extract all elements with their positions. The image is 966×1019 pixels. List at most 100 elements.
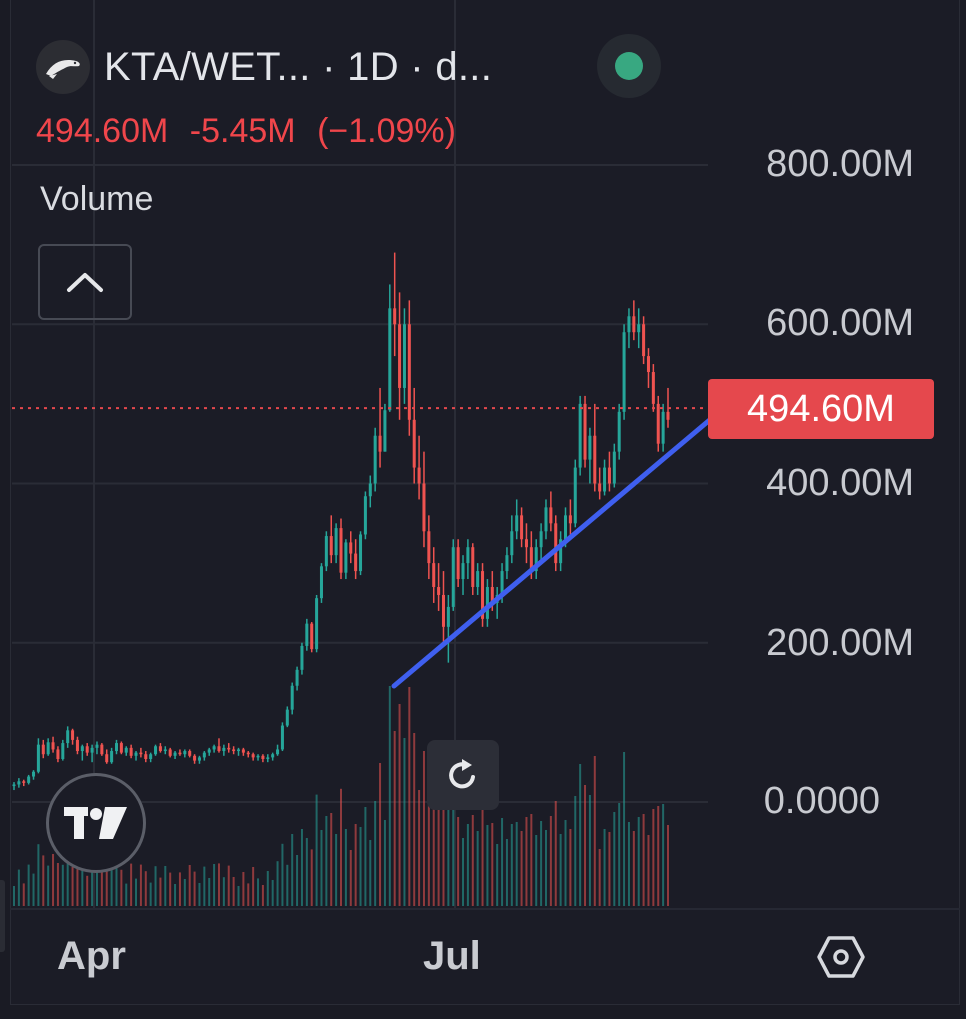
market-status-icon[interactable] [597, 34, 661, 98]
collapse-legend-button[interactable] [38, 244, 132, 320]
candle-body [334, 528, 338, 556]
volume-bar [305, 838, 308, 906]
volume-bar [520, 831, 523, 906]
chart-panel[interactable] [10, 0, 960, 1005]
candle-body [144, 754, 148, 760]
candle-body [193, 755, 197, 761]
settings-hexagon-icon [817, 936, 865, 978]
volume-bar [579, 764, 582, 906]
volume-bar [71, 867, 74, 906]
candle-body [90, 747, 94, 753]
candle-body [505, 555, 509, 572]
candle-body [593, 435, 597, 484]
volume-bar [276, 861, 279, 906]
volume-bar [530, 814, 533, 906]
volume-bar [349, 850, 352, 906]
candle-body [232, 749, 236, 752]
candle-body [422, 483, 426, 532]
candle-body [168, 749, 172, 756]
reset-chart-button[interactable] [427, 740, 499, 810]
volume-bar [203, 866, 206, 906]
volume-bar [310, 849, 313, 906]
candle-body [319, 566, 323, 599]
volume-bar [544, 830, 547, 906]
trendline[interactable] [391, 415, 715, 689]
volume-bar [257, 878, 260, 906]
volume-bar [393, 731, 396, 906]
volume-bar [569, 829, 572, 906]
side-drawer-handle[interactable] [0, 880, 5, 952]
candle-body [22, 781, 26, 783]
x-tick-label: Jul [423, 934, 481, 978]
volume-bar [344, 829, 347, 906]
last-price-tag: 494.60M [708, 379, 934, 439]
candle-body [266, 757, 270, 760]
candle-body [398, 324, 402, 388]
volume-bar [554, 801, 557, 906]
candle-body [510, 531, 514, 556]
candle-body [310, 623, 314, 650]
volume-bar [335, 834, 338, 906]
volume-bar [42, 855, 45, 906]
volume-bar [247, 883, 250, 906]
volume-bar [22, 883, 25, 906]
candle-body [212, 746, 216, 750]
candle-body [588, 435, 592, 460]
candle-body [110, 751, 114, 763]
candle-body [539, 531, 543, 548]
volume-bar [574, 796, 577, 906]
volume-bar [584, 785, 587, 906]
candle-body [378, 435, 382, 452]
candle-body [412, 419, 416, 468]
volume-bar [227, 865, 230, 906]
volume-bar [81, 862, 84, 906]
candle-body [51, 742, 55, 750]
volume-bar [178, 872, 181, 906]
volume-bar [76, 850, 79, 906]
candle-body [315, 598, 319, 650]
volume-bar [213, 864, 216, 906]
candle-body [139, 752, 143, 755]
volume-bar [188, 865, 191, 906]
candle-body [119, 743, 123, 753]
candle-body [666, 411, 670, 420]
volume-bar [169, 872, 172, 906]
candle-body [388, 308, 392, 411]
candle-body [373, 435, 377, 484]
legend-header[interactable]: KTA/WET... · 1D · d... [36, 40, 492, 94]
volume-bar [17, 869, 20, 906]
candle-body [490, 587, 494, 603]
volume-bar [266, 871, 269, 906]
candle-body [46, 742, 50, 755]
volume-bar [154, 866, 157, 906]
volume-bar [261, 885, 264, 906]
candle-body [100, 744, 104, 755]
candle-body [583, 403, 587, 460]
change-percent: (−1.09%) [317, 112, 456, 150]
volume-bar [135, 878, 138, 906]
volume-bar [598, 849, 601, 906]
candle-body [241, 749, 245, 753]
candle-body [354, 553, 358, 572]
candle-body [451, 547, 455, 607]
candle-body [217, 746, 221, 752]
candle-body [627, 316, 631, 333]
candle-body [197, 757, 201, 761]
chevron-up-icon [67, 273, 103, 292]
tradingview-logo-icon[interactable] [46, 773, 146, 873]
candle-body [485, 587, 489, 619]
candle-body [476, 571, 480, 588]
candle-body [515, 515, 519, 532]
volume-bar [100, 856, 103, 906]
chart-settings-button[interactable] [816, 932, 866, 982]
volume-bar [61, 864, 64, 906]
volume-bar [388, 686, 391, 906]
volume-bar [66, 849, 69, 906]
volume-bar [115, 858, 118, 906]
volume-bar [408, 687, 411, 906]
symbol-title[interactable]: KTA/WET... · 1D · d... [104, 44, 493, 89]
volume-bar [242, 872, 245, 906]
indicator-label[interactable]: Volume [40, 180, 154, 218]
volume-bar [637, 817, 640, 906]
candle-body [173, 752, 177, 756]
